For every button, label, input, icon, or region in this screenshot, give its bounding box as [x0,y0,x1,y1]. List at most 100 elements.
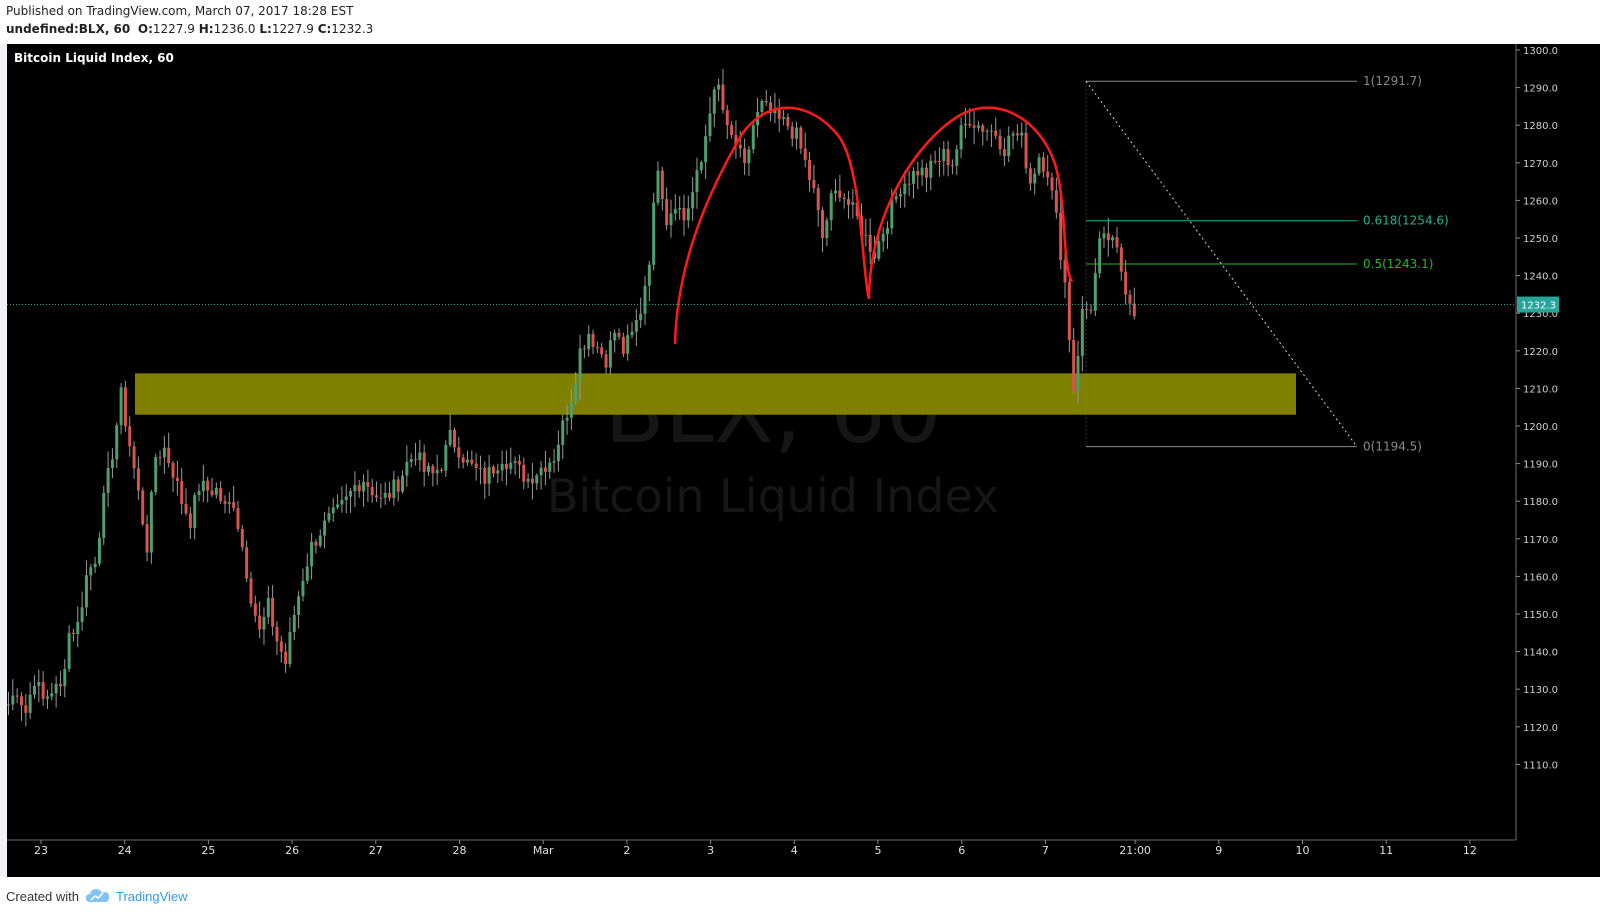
candle-body [201,480,205,492]
candle-body [1067,282,1071,340]
fibonacci-retracement[interactable]: 1(1291.7) 0.618(1254.6) 0.5(1243.1) 0(1194.… [1085,74,1449,454]
tradingview-brand[interactable]: TradingView [116,889,188,904]
candle-body [873,251,876,259]
candle-body [180,481,184,504]
candle-down [379,483,383,509]
candle-up [362,474,366,507]
y-tick-label: 1200.0 [1523,422,1558,433]
candle-body [457,447,461,458]
candle-down [158,450,162,466]
candle-down [71,628,75,642]
candle-body [41,682,45,699]
candle-body [617,332,621,337]
candle-down [58,670,62,697]
open-label: O: [137,22,153,36]
candle-body [240,528,244,548]
candle-body [11,695,15,705]
candle-down [357,479,361,498]
candle-body [1080,308,1084,356]
candle-down [370,478,374,503]
candle-body [626,335,630,354]
candle-up [717,78,721,102]
candle-up [1093,258,1097,316]
published-text: Published on TradingView.com, March 07, … [6,4,354,18]
candle-up [647,260,651,302]
candle-down [219,481,223,504]
candle-up [448,412,452,448]
ohlc-readout: undefined:BLX, 60 O:1227.9 H:1236.0 L:12… [6,22,373,36]
candle-body [604,354,608,368]
candle-body [543,467,547,472]
candle-body [331,507,335,514]
candle-body [249,578,253,604]
candle-body [582,348,586,350]
candle-body [349,491,353,497]
candle-down [799,125,803,154]
candle-down [1128,289,1132,316]
candle-body [691,192,695,209]
candle-down [41,671,45,706]
candle-body [530,478,534,484]
candle-up [344,484,348,514]
candle-down [474,453,478,481]
candle-body [556,444,560,462]
candle-body [950,165,954,167]
candle-body [643,285,647,314]
candle-down [1106,217,1110,257]
y-tick-label: 1270.0 [1523,159,1558,170]
candle-down [206,476,210,503]
low-label: L: [259,22,272,36]
candle-body [401,475,405,492]
candle-up [747,146,751,176]
candle-body [877,241,881,259]
candle-up [301,568,305,602]
candle-down [682,194,686,236]
candle-up [32,675,36,699]
candle-down [188,506,192,540]
axes: 1300.01290.01280.01270.01260.01250.01240… [7,44,1559,857]
candle-body [998,135,1002,150]
candle-up [28,682,32,719]
candle-body [206,480,210,491]
candle-body [496,470,500,474]
high-label: H: [198,22,214,36]
candle-up [76,606,80,648]
candle-body [613,332,617,341]
candle-body [773,108,777,114]
candle-body [396,479,400,492]
candle-down [440,467,443,473]
candle-up [903,171,907,208]
chart-area[interactable]: BLX, 60 Bitcoin Liquid Index 1(1291.7)0.… [7,44,1600,877]
candle-up [959,117,963,159]
candle-down [167,432,171,468]
candle-body [933,160,937,162]
candle-body [50,693,54,697]
candle-body [812,179,816,189]
candle-up [552,448,556,473]
candle-body [474,463,478,469]
candle-up [976,120,980,132]
x-tick-label: 7 [1042,844,1049,857]
fib-level-label: 1(1291.7) [1363,74,1422,88]
candle-up [262,607,266,645]
x-tick-label: Mar [533,844,554,857]
candle-up [825,217,829,247]
candle-body [963,123,967,126]
tradingview-cloud-icon [86,886,110,909]
candle-body [414,459,418,461]
candle-down [1067,278,1071,353]
chart-title: Bitcoin Liquid Index, 60 [14,51,174,65]
candle-down [907,170,911,197]
candle-up [1037,153,1041,176]
candle-up [227,492,231,514]
pattern-arc-right [867,106,1074,300]
candle-up [526,473,530,489]
candle-up [699,160,703,174]
candle-up [881,226,885,252]
candle-up [985,128,989,141]
candle-up [67,625,71,673]
candle-body [236,508,240,529]
candle-down [271,584,275,636]
candle-up [535,473,539,490]
price-chart[interactable]: BLX, 60 Bitcoin Liquid Index 1(1291.7)0.… [7,44,1600,877]
